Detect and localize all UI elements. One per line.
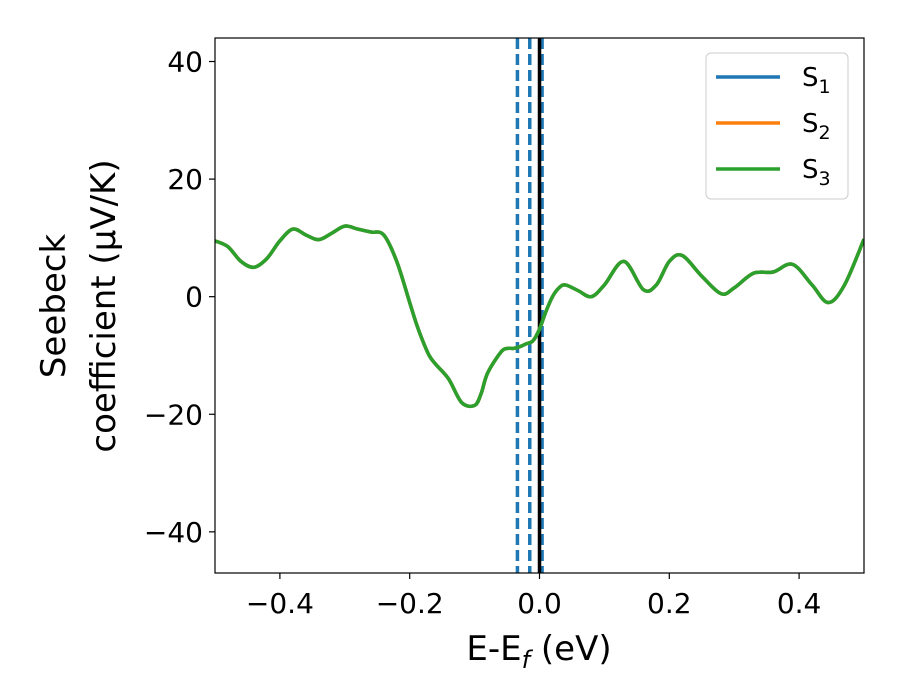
x-tick-label: 0.4 bbox=[777, 587, 822, 620]
y-tick-label: −20 bbox=[144, 398, 203, 431]
x-tick-label: −0.2 bbox=[376, 587, 444, 620]
legend: S1 S2 S3 bbox=[705, 52, 849, 200]
legend-box bbox=[705, 52, 849, 200]
y-tick-label: 40 bbox=[167, 46, 203, 79]
x-tick-label: −0.4 bbox=[246, 587, 314, 620]
series-line-s3 bbox=[215, 224, 864, 409]
x-tick-label: 0.0 bbox=[517, 587, 562, 620]
y-axis-label-line1: Seebeck bbox=[34, 234, 74, 379]
x-tick-label: 0.2 bbox=[647, 587, 692, 620]
y-axis-label-line2: coefficient (μV/K) bbox=[84, 159, 124, 452]
y-tick-label: 0 bbox=[185, 281, 203, 314]
y-axis-label: Seebeck coefficient (μV/K) bbox=[34, 159, 124, 452]
x-axis-label: E-Ef (eV) bbox=[466, 629, 611, 674]
legend-label-s3: S3 bbox=[802, 155, 831, 190]
legend-label-s2: S2 bbox=[802, 109, 831, 144]
x-axis: −0.4 −0.2 0.0 0.2 0.4 bbox=[246, 573, 821, 620]
y-tick-label: −40 bbox=[144, 516, 203, 549]
plot-area bbox=[215, 38, 864, 573]
y-axis: −40 −20 0 20 40 bbox=[144, 46, 215, 549]
y-tick-label: 20 bbox=[167, 163, 203, 196]
legend-label-s1: S1 bbox=[802, 63, 831, 98]
